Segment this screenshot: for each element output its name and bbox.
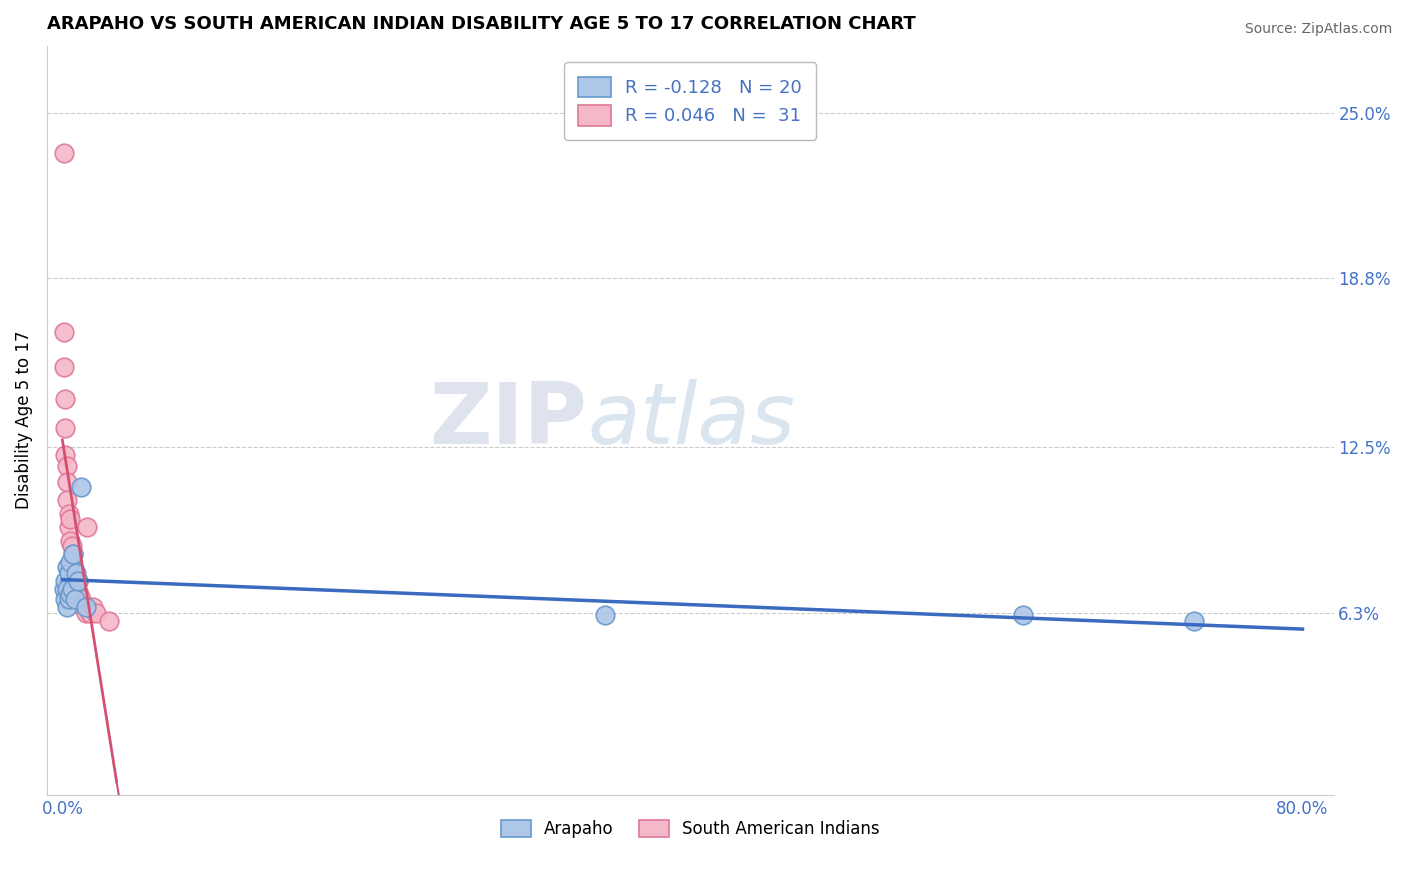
Point xyxy=(76,520,98,534)
Point xyxy=(70,480,93,494)
Point xyxy=(56,493,79,508)
Point xyxy=(60,582,83,596)
Text: ARAPAHO VS SOUTH AMERICAN INDIAN DISABILITY AGE 5 TO 17 CORRELATION CHART: ARAPAHO VS SOUTH AMERICAN INDIAN DISABIL… xyxy=(46,15,915,33)
Point xyxy=(58,507,80,521)
Point xyxy=(62,547,84,561)
Point xyxy=(63,592,86,607)
Point xyxy=(52,359,75,374)
Point xyxy=(56,560,79,574)
Point xyxy=(52,582,75,596)
Legend: Arapaho, South American Indians: Arapaho, South American Indians xyxy=(492,812,889,847)
Point xyxy=(70,592,93,607)
Point xyxy=(55,448,77,462)
Point xyxy=(59,587,82,601)
Point xyxy=(65,574,87,588)
Point xyxy=(65,582,87,596)
Point xyxy=(1012,608,1035,623)
Y-axis label: Disability Age 5 to 17: Disability Age 5 to 17 xyxy=(15,331,32,509)
Point xyxy=(86,606,108,620)
Point xyxy=(1182,614,1205,628)
Point xyxy=(82,600,104,615)
Point xyxy=(59,533,82,548)
Point xyxy=(58,592,80,607)
Point xyxy=(593,608,616,623)
Point xyxy=(75,600,97,615)
Point xyxy=(66,574,89,588)
Point xyxy=(72,600,94,615)
Point xyxy=(58,566,80,580)
Point xyxy=(58,520,80,534)
Text: atlas: atlas xyxy=(588,379,796,462)
Point xyxy=(63,566,86,580)
Point xyxy=(56,458,79,473)
Point xyxy=(62,560,84,574)
Point xyxy=(66,574,89,588)
Point xyxy=(79,606,101,620)
Point xyxy=(69,587,91,601)
Point xyxy=(60,555,83,569)
Point xyxy=(56,600,79,615)
Point xyxy=(59,512,82,526)
Point xyxy=(52,145,75,160)
Point xyxy=(97,614,120,628)
Point xyxy=(55,592,77,607)
Point xyxy=(62,547,84,561)
Point xyxy=(56,582,79,596)
Point xyxy=(56,475,79,489)
Point xyxy=(66,592,89,607)
Point xyxy=(55,421,77,435)
Point xyxy=(65,566,87,580)
Point xyxy=(59,555,82,569)
Text: Source: ZipAtlas.com: Source: ZipAtlas.com xyxy=(1244,22,1392,37)
Text: ZIP: ZIP xyxy=(429,379,588,462)
Point xyxy=(75,606,97,620)
Point xyxy=(55,392,77,406)
Point xyxy=(55,574,77,588)
Point xyxy=(60,539,83,553)
Point xyxy=(52,325,75,339)
